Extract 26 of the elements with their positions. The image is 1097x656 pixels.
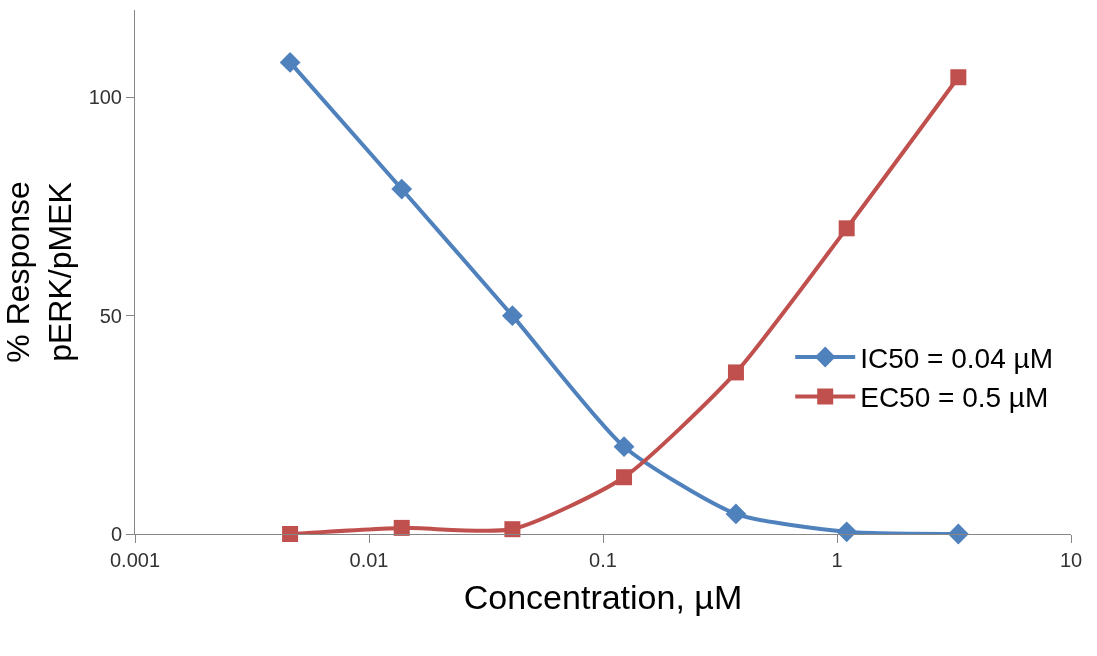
point xyxy=(613,436,635,458)
y-tick-label: 100 xyxy=(88,86,122,109)
point xyxy=(950,69,967,86)
point xyxy=(838,220,855,237)
point xyxy=(947,523,969,545)
point xyxy=(504,521,521,538)
point xyxy=(501,305,523,327)
x-tick-label: 0.01 xyxy=(349,549,389,571)
point xyxy=(279,52,301,73)
point xyxy=(725,503,747,525)
x-tick-label: 10 xyxy=(1059,549,1083,571)
point xyxy=(393,519,410,536)
y-axis-title: % Response pERK/pMEK xyxy=(0,181,78,363)
x-tick-label: 1 xyxy=(831,549,843,571)
point xyxy=(616,469,633,486)
legend-label: EC50 = 0.5 µM xyxy=(860,382,1049,414)
x-tick-label: 0.001 xyxy=(109,549,161,571)
legend-label: IC50 = 0.04 µM xyxy=(860,342,1053,374)
point xyxy=(727,364,744,381)
point xyxy=(391,178,413,200)
point xyxy=(282,526,299,542)
y-tick-label: 0 xyxy=(110,523,122,545)
x-axis-title: Concentration, µM xyxy=(463,578,743,617)
point xyxy=(836,521,858,543)
y-tick-label: 50 xyxy=(99,304,122,327)
x-tick-label: 0.1 xyxy=(589,549,617,571)
